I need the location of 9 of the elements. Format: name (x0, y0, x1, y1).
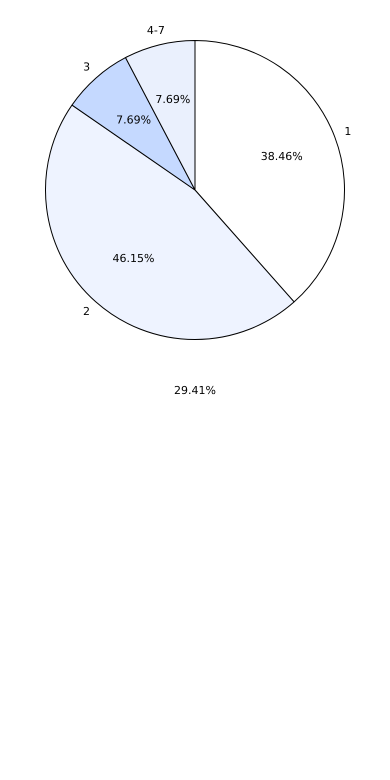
data-label: 7.69% (116, 113, 152, 126)
slice-label: 1 (344, 124, 352, 138)
data-label: 38.46% (260, 150, 303, 163)
data-label: 46.15% (112, 252, 154, 266)
slice-label: 4-7 (146, 24, 165, 38)
slice-label: 2 (83, 305, 90, 318)
data-label: 7.69% (155, 92, 190, 106)
slice-label: 3 (83, 60, 90, 74)
text: 29.41% (173, 384, 217, 397)
